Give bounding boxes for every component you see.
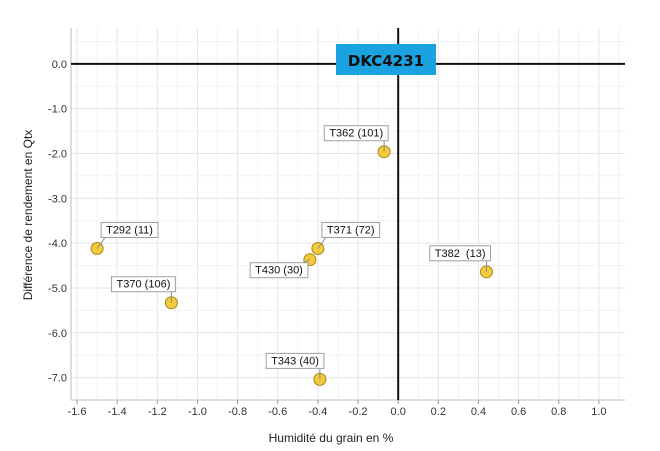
x-tick-label: -0.6 (268, 406, 287, 418)
data-label: T370 (106) (111, 276, 176, 303)
axes (70, 28, 625, 401)
data-label-box (111, 276, 176, 293)
x-tick-label: -1.2 (148, 406, 167, 418)
x-tick-label: 1.0 (591, 406, 606, 418)
data-label-box (321, 222, 381, 239)
y-axis-title: Différence de rendement en Qtx (21, 130, 35, 301)
data-label: T343 (40) (265, 352, 325, 380)
data-label-text: T370 (106) (117, 279, 171, 291)
x-tick-label: -1.0 (188, 406, 207, 418)
data-label-box (323, 125, 389, 142)
y-tick-label: -7.0 (48, 373, 67, 385)
data-label-text: T343 (40) (271, 355, 319, 367)
data-label: T430 (30) (249, 259, 311, 279)
y-axis-ticks: 0.0 -1.0 -2.0 -3.0 -4.0 -5.0 -6.0 -7.0 (48, 59, 67, 385)
data-label-text: T430 (30) (255, 265, 303, 277)
x-tick-label: 0.8 (551, 406, 566, 418)
data-label: T371 (72) (317, 222, 381, 249)
chart-title: DKC4231 (348, 52, 424, 70)
data-label-box (265, 352, 325, 369)
x-tick-label: -0.2 (349, 406, 368, 418)
data-label: T362 (101) (323, 125, 389, 152)
data-label-box (100, 222, 159, 239)
data-label-text: T371 (72) (327, 225, 375, 237)
data-label-box (429, 245, 491, 262)
y-tick-label: 0.0 (52, 59, 67, 71)
x-axis-ticks: -1.6 -1.4 -1.2 -1.0 -0.8 -0.6 -0.4 -0.2 0.0 0.2 0.… (68, 400, 607, 418)
chart-title-background (336, 44, 436, 75)
x-axis-title: Humidité du grain en % (269, 431, 394, 445)
data-label-leader (96, 237, 106, 249)
data-labels: T292 (11) T370 (106) T362 (101) T371 (72) T4… (96, 125, 491, 380)
data-label-leader (317, 237, 327, 249)
y-tick-label: -6.0 (48, 328, 67, 340)
chart-title-badge: DKC4231 (336, 44, 436, 75)
data-label-text: T292 (11) (106, 225, 153, 237)
x-tick-label: -0.8 (228, 406, 247, 418)
data-label-text: T362 (101) (329, 128, 383, 140)
y-tick-label: -4.0 (48, 238, 67, 250)
y-tick-label: -5.0 (48, 283, 67, 295)
y-tick-label: -2.0 (48, 148, 67, 160)
x-tick-label: 0.2 (431, 406, 446, 418)
x-tick-label: 0.4 (471, 406, 486, 418)
data-label: T382 (13) (429, 245, 491, 272)
data-label-text: T382 (13) (435, 248, 486, 260)
data-label-box (249, 262, 309, 279)
data-label: T292 (11) (96, 222, 159, 249)
y-tick-label: -3.0 (48, 193, 67, 205)
y-tick-label: -1.0 (48, 104, 67, 116)
grid-lines (71, 28, 625, 401)
x-tick-label: -0.4 (308, 406, 327, 418)
x-tick-label: -1.6 (68, 406, 87, 418)
x-tick-label: 0.0 (391, 406, 406, 418)
x-tick-label: -1.4 (108, 406, 127, 418)
x-tick-label: 0.6 (511, 406, 526, 418)
